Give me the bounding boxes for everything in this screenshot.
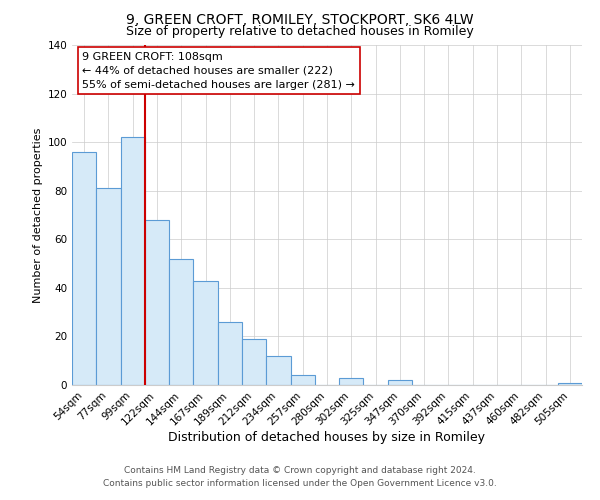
Bar bbox=[145, 220, 169, 385]
Bar bbox=[218, 322, 242, 385]
Bar bbox=[169, 258, 193, 385]
X-axis label: Distribution of detached houses by size in Romiley: Distribution of detached houses by size … bbox=[169, 431, 485, 444]
Bar bbox=[388, 380, 412, 385]
Bar bbox=[558, 382, 582, 385]
Bar bbox=[242, 339, 266, 385]
Text: Contains HM Land Registry data © Crown copyright and database right 2024.
Contai: Contains HM Land Registry data © Crown c… bbox=[103, 466, 497, 487]
Bar bbox=[96, 188, 121, 385]
Text: 9, GREEN CROFT, ROMILEY, STOCKPORT, SK6 4LW: 9, GREEN CROFT, ROMILEY, STOCKPORT, SK6 … bbox=[126, 12, 474, 26]
Bar bbox=[121, 138, 145, 385]
Y-axis label: Number of detached properties: Number of detached properties bbox=[33, 128, 43, 302]
Bar bbox=[193, 280, 218, 385]
Bar bbox=[339, 378, 364, 385]
Bar bbox=[290, 376, 315, 385]
Bar bbox=[72, 152, 96, 385]
Text: Size of property relative to detached houses in Romiley: Size of property relative to detached ho… bbox=[126, 25, 474, 38]
Text: 9 GREEN CROFT: 108sqm
← 44% of detached houses are smaller (222)
55% of semi-det: 9 GREEN CROFT: 108sqm ← 44% of detached … bbox=[82, 52, 355, 90]
Bar bbox=[266, 356, 290, 385]
